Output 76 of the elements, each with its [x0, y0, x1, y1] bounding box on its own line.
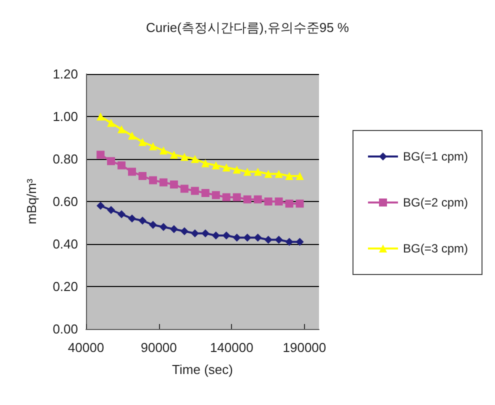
x-tick-label: 140000: [210, 340, 254, 355]
point: [118, 125, 126, 134]
point: [180, 227, 188, 236]
point: [170, 150, 178, 159]
point: [190, 186, 199, 195]
x-axis-title: Time (sec): [172, 362, 233, 377]
point: [212, 232, 220, 240]
point: [201, 189, 210, 197]
point: [201, 159, 210, 168]
x-tick-label: 190000: [282, 340, 326, 355]
point: [128, 168, 136, 176]
point: [107, 118, 116, 127]
point: [274, 170, 283, 178]
point: [274, 198, 283, 206]
point: [254, 168, 262, 176]
point: [212, 191, 220, 200]
y-tick-label: 0.60: [52, 194, 78, 209]
point: [107, 157, 116, 166]
y-tick-label: 1.00: [52, 109, 78, 124]
y-tick-label: 0.40: [52, 236, 78, 252]
y-axis-title: mBq/m³: [24, 178, 39, 224]
point: [148, 220, 157, 229]
point: [107, 206, 116, 214]
legend-label: BG(=1 cpm): [402, 150, 468, 164]
point: [180, 152, 188, 161]
point: [232, 166, 241, 174]
point: [232, 234, 241, 242]
chart-title: Curie(측정시간다름),유의수준95 %: [146, 20, 350, 35]
y-tick-label: 0.80: [52, 152, 78, 166]
legend-label: BG(=3 cpm): [402, 242, 468, 256]
point: [170, 180, 178, 188]
y-tick-label: 0.20: [52, 279, 78, 294]
point: [264, 236, 272, 244]
point: [138, 138, 147, 146]
y-tick-label: 0.00: [52, 322, 78, 336]
point: [296, 172, 304, 180]
point: [159, 223, 168, 231]
point: [170, 225, 178, 234]
point: [264, 170, 272, 178]
point: [128, 214, 136, 222]
point: [96, 112, 105, 120]
point: [254, 195, 262, 204]
point: [222, 164, 230, 172]
point: [264, 198, 272, 206]
point: [138, 216, 147, 225]
point: [274, 236, 283, 244]
point: [148, 142, 157, 150]
point: [148, 176, 157, 184]
x-tick-label: 90000: [140, 340, 177, 355]
point: [159, 146, 168, 154]
point: [138, 172, 147, 180]
point: [296, 238, 304, 246]
point: [190, 229, 199, 238]
point: [285, 238, 294, 246]
point: [96, 202, 105, 210]
point: [118, 210, 126, 218]
point: [222, 193, 230, 202]
point: [243, 168, 252, 176]
point: [128, 132, 136, 140]
point: [296, 200, 304, 208]
point: [243, 195, 252, 204]
point: [254, 234, 262, 242]
point: [285, 172, 294, 180]
y-tick-label: 1.20: [52, 66, 78, 82]
point: [159, 178, 168, 186]
point: [190, 155, 199, 163]
point: [232, 193, 241, 202]
point: [285, 200, 294, 208]
point: [118, 161, 126, 170]
point: [201, 229, 210, 238]
point: [180, 184, 188, 193]
legend-label: BG(=2 cpm): [402, 196, 468, 210]
point: [212, 161, 220, 170]
point: [243, 234, 252, 242]
x-tick-label: 40000: [68, 340, 104, 355]
point: [96, 150, 105, 159]
